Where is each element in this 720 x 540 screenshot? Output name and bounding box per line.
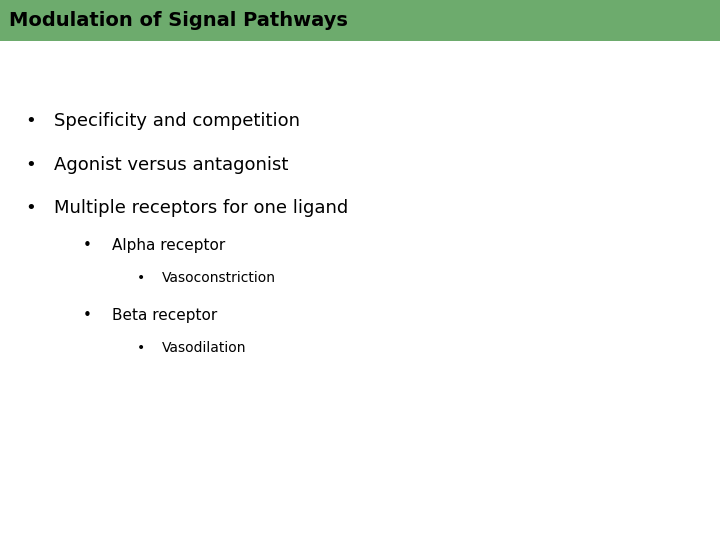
Text: Beta receptor: Beta receptor [112, 308, 217, 323]
Text: •: • [83, 308, 91, 323]
Text: •: • [25, 156, 36, 174]
Text: Vasodilation: Vasodilation [162, 341, 246, 355]
Text: Multiple receptors for one ligand: Multiple receptors for one ligand [54, 199, 348, 217]
Text: Alpha receptor: Alpha receptor [112, 238, 225, 253]
Text: Agonist versus antagonist: Agonist versus antagonist [54, 156, 289, 174]
Text: •: • [83, 238, 91, 253]
Text: Vasoconstriction: Vasoconstriction [162, 271, 276, 285]
Text: •: • [25, 199, 36, 217]
Text: •: • [25, 112, 36, 131]
Text: •: • [137, 271, 145, 285]
Text: Specificity and competition: Specificity and competition [54, 112, 300, 131]
Text: •: • [137, 341, 145, 355]
Text: Modulation of Signal Pathways: Modulation of Signal Pathways [9, 11, 348, 30]
